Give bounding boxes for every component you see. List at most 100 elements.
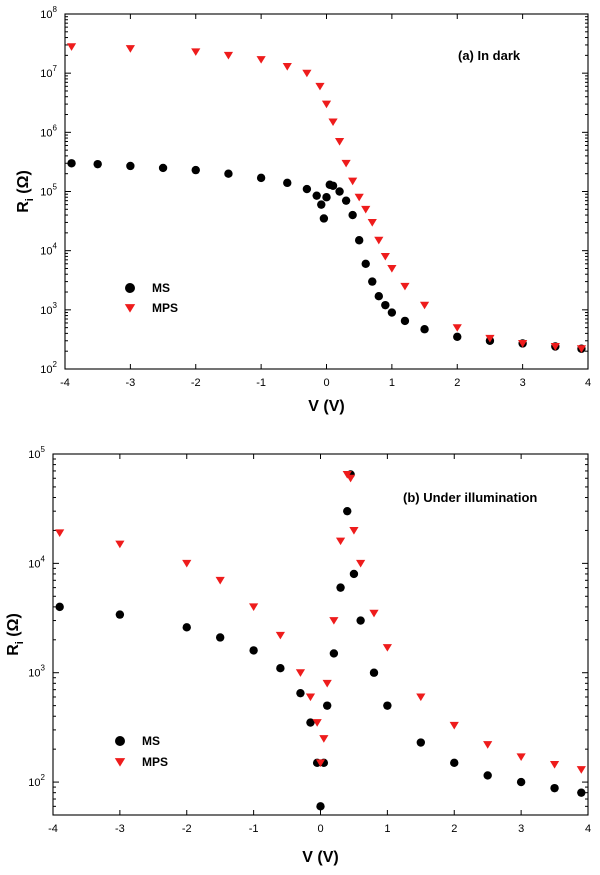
data-point-mps xyxy=(342,471,352,479)
x-tick-label: 4 xyxy=(585,823,591,835)
data-point-mps xyxy=(382,644,392,652)
data-point-mps xyxy=(550,343,560,351)
data-point-mps xyxy=(369,609,379,618)
data-point-mps xyxy=(549,760,560,769)
data-point-ms xyxy=(312,191,321,200)
data-point-mps xyxy=(356,559,366,568)
y-tick-label: 102 xyxy=(28,773,45,789)
data-point-ms xyxy=(335,187,344,196)
data-point-mps xyxy=(215,576,225,585)
data-point-ms xyxy=(256,173,266,183)
data-point-mps xyxy=(315,82,325,91)
x-tick-label: -4 xyxy=(60,377,70,389)
data-point-ms xyxy=(343,506,352,516)
data-point-mps xyxy=(387,265,397,273)
x-tick-label: 3 xyxy=(520,377,526,389)
data-point-ms xyxy=(383,701,392,710)
data-point-ms xyxy=(381,300,390,310)
data-point-mps xyxy=(66,43,77,51)
data-point-mps xyxy=(256,56,266,64)
data-point-mps xyxy=(576,766,586,774)
data-point-ms xyxy=(374,291,383,301)
data-point-mps xyxy=(305,693,316,702)
data-point-mps xyxy=(328,118,338,127)
data-point-mps xyxy=(419,301,430,310)
x-tick-label: 1 xyxy=(389,377,395,389)
data-point-mps xyxy=(576,345,587,353)
data-point-mps xyxy=(335,537,346,546)
y-tick-label: 103 xyxy=(28,664,45,680)
data-point-mps xyxy=(341,159,351,168)
data-point-ms xyxy=(356,616,365,625)
data-point-ms xyxy=(322,193,331,202)
data-point-ms xyxy=(336,583,345,592)
data-point-ms xyxy=(249,646,258,655)
data-point-ms xyxy=(400,316,410,326)
y-axis-title: Ri (Ω) xyxy=(5,613,26,656)
x-tick-label: -2 xyxy=(191,377,201,389)
data-point-ms xyxy=(316,802,325,811)
legend-marker-ms xyxy=(115,736,125,746)
x-tick-label: 0 xyxy=(317,823,323,835)
data-point-ms xyxy=(224,169,233,178)
data-point-mps xyxy=(374,236,384,245)
legend-marker-ms xyxy=(125,283,135,293)
y-tick-label: 104 xyxy=(28,554,45,570)
data-point-mps xyxy=(449,721,459,730)
data-point-ms xyxy=(115,610,125,619)
data-point-mps xyxy=(329,617,339,625)
data-point-ms xyxy=(453,332,462,342)
data-point-mps xyxy=(55,529,65,538)
data-point-mps xyxy=(516,753,526,762)
data-point-ms xyxy=(341,196,351,205)
data-point-ms xyxy=(349,569,359,579)
data-point-mps xyxy=(223,51,234,60)
data-point-mps xyxy=(319,735,329,743)
data-point-ms xyxy=(577,788,586,797)
data-point-ms xyxy=(306,718,315,727)
data-point-mps xyxy=(485,334,495,343)
data-point-mps xyxy=(315,759,326,767)
x-tick-label: 0 xyxy=(323,377,329,389)
data-point-mps xyxy=(400,282,410,291)
x-axis-title: V (V) xyxy=(308,398,344,415)
data-point-mps xyxy=(518,340,528,348)
data-point-mps xyxy=(380,252,390,261)
data-point-mps xyxy=(354,193,364,202)
data-point-ms xyxy=(55,602,64,612)
data-point-ms xyxy=(126,161,135,171)
data-point-ms xyxy=(191,165,200,175)
legend-label-ms: MS xyxy=(142,734,160,748)
x-tick-label: 2 xyxy=(454,377,460,389)
data-point-ms xyxy=(158,163,168,173)
data-point-ms xyxy=(416,738,426,747)
x-tick-label: 2 xyxy=(451,823,457,835)
data-point-mps xyxy=(345,474,356,483)
data-point-mps xyxy=(367,218,377,227)
data-point-mps xyxy=(125,45,135,53)
y-axis-title: Ri (Ω) xyxy=(15,170,36,213)
legend-label-ms: MS xyxy=(152,281,170,295)
data-point-ms xyxy=(369,668,379,677)
x-tick-label: 4 xyxy=(585,377,591,389)
x-tick-label: -4 xyxy=(48,823,58,835)
data-point-ms xyxy=(319,214,329,223)
data-point-mps xyxy=(416,693,426,702)
data-point-ms xyxy=(354,236,364,245)
y-tick-label: 107 xyxy=(40,64,57,80)
data-point-mps xyxy=(191,48,201,56)
data-point-ms xyxy=(276,663,285,673)
y-tick-label: 102 xyxy=(40,360,57,376)
legend-marker-mps xyxy=(124,304,136,313)
data-point-ms xyxy=(317,200,326,209)
data-point-ms xyxy=(368,277,377,286)
x-tick-label: -3 xyxy=(125,377,135,389)
y-tick-label: 104 xyxy=(40,242,57,258)
data-point-mps xyxy=(348,177,358,186)
data-point-ms xyxy=(215,633,225,642)
panel-annotation: (a) In dark xyxy=(458,48,521,63)
data-point-ms xyxy=(322,701,332,710)
plot-frame-1 xyxy=(64,13,589,370)
data-point-ms xyxy=(302,184,312,194)
